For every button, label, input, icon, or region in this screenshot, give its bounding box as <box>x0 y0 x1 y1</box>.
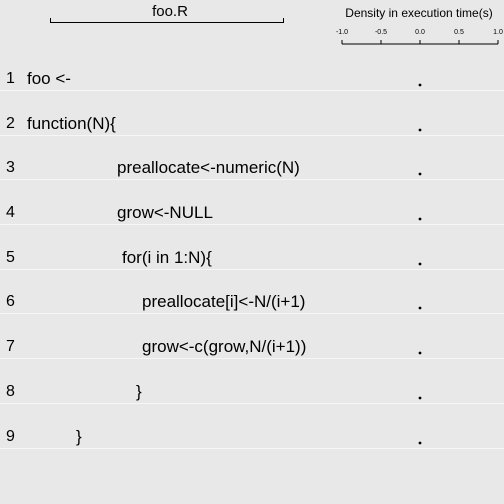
line-guide <box>0 135 504 136</box>
code-text: grow<-c(grow,N/(i+1)) <box>142 337 306 357</box>
line-guide <box>0 403 504 404</box>
line-guide <box>0 90 504 91</box>
code-text: for(i in 1:N){ <box>122 248 212 268</box>
line-guide <box>0 313 504 314</box>
line-number: 3 <box>6 158 15 178</box>
line-number: 5 <box>6 248 15 268</box>
code-line: 5 for(i in 1:N){ <box>0 248 504 272</box>
code-text: } <box>136 382 142 402</box>
code-line: 8} <box>0 382 504 406</box>
code-line: 7 grow<-c(grow,N/(i+1)) <box>0 337 504 361</box>
line-number: 8 <box>6 382 15 402</box>
code-line: 2 function(N){ <box>0 114 504 138</box>
code-line: 1 foo <- <box>0 69 504 93</box>
line-number: 6 <box>6 292 15 312</box>
line-guide <box>0 448 504 449</box>
line-number: 9 <box>6 427 15 447</box>
line-guide <box>0 179 504 180</box>
code-line: 6 preallocate[i]<-N/(i+1) <box>0 292 504 316</box>
code-text: preallocate<-numeric(N) <box>117 158 300 178</box>
line-number: 1 <box>6 69 15 89</box>
code-text: function(N){ <box>27 114 116 134</box>
code-text: preallocate[i]<-N/(i+1) <box>142 292 305 312</box>
code-text: } <box>76 427 82 447</box>
line-number: 4 <box>6 203 15 223</box>
code-text: foo <- <box>27 69 71 89</box>
line-guide <box>0 358 504 359</box>
line-number: 2 <box>6 114 15 134</box>
line-guide <box>0 224 504 225</box>
line-guide <box>0 269 504 270</box>
code-line: 4 grow<-NULL <box>0 203 504 227</box>
code-line: 3 preallocate<-numeric(N) <box>0 158 504 182</box>
code-line: 9} <box>0 427 504 451</box>
line-number: 7 <box>6 337 15 357</box>
code-text: grow<-NULL <box>117 203 213 223</box>
